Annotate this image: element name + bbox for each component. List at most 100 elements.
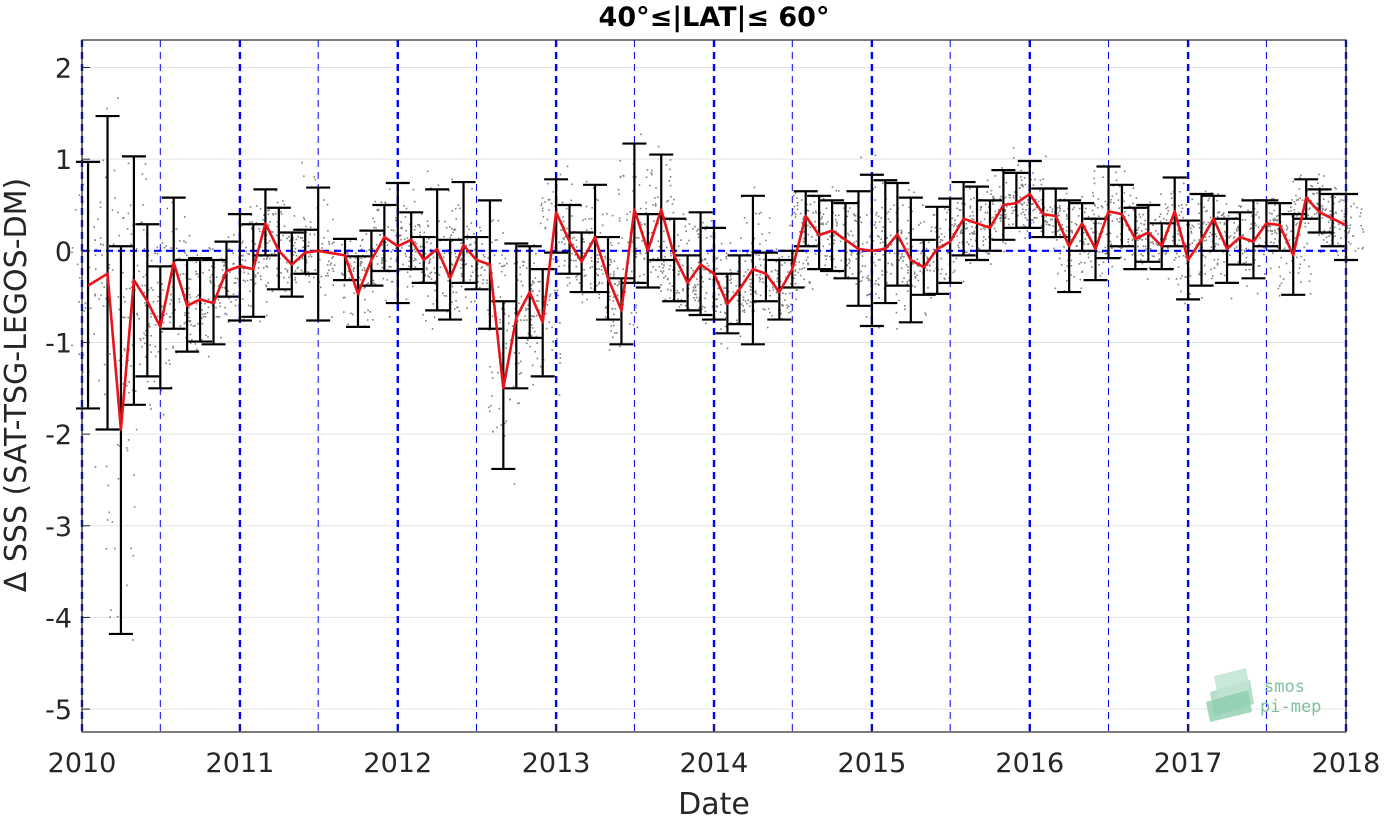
scatter-point [1022, 224, 1025, 226]
scatter-point [732, 291, 735, 293]
scatter-point [1066, 226, 1068, 228]
scatter-point [1285, 242, 1287, 244]
scatter-point [885, 271, 888, 274]
scatter-point [667, 199, 669, 202]
scatter-point [759, 273, 761, 276]
scatter-point [366, 319, 369, 321]
scatter-point [470, 237, 472, 239]
scatter-point [1070, 238, 1072, 241]
scatter-point [911, 210, 913, 213]
scatter-point [165, 348, 168, 350]
scatter-point [1205, 239, 1207, 241]
scatter-point [455, 218, 457, 220]
scatter-point [414, 241, 416, 243]
scatter-point [610, 325, 613, 327]
scatter-point [1035, 217, 1038, 219]
scatter-point [415, 242, 418, 245]
scatter-point [1321, 217, 1324, 219]
scatter-point [388, 265, 390, 268]
scatter-point [1253, 207, 1256, 210]
scatter-point [1150, 232, 1152, 234]
scatter-point [716, 298, 719, 300]
scatter-point [1065, 230, 1068, 232]
scatter-point [861, 243, 864, 245]
scatter-point [746, 302, 748, 305]
scatter-point [454, 308, 456, 310]
scatter-point [969, 205, 972, 207]
scatter-point [781, 255, 784, 258]
scatter-point [265, 258, 268, 260]
scatter-point [1297, 198, 1300, 201]
scatter-point [1059, 252, 1061, 255]
scatter-point [665, 164, 668, 166]
scatter-point [1078, 207, 1081, 210]
scatter-point [798, 261, 800, 263]
scatter-point [1335, 188, 1337, 190]
scatter-point [743, 309, 746, 311]
scatter-point [1104, 252, 1107, 255]
scatter-point [1318, 234, 1320, 236]
scatter-point [217, 285, 220, 287]
scatter-point [246, 279, 249, 282]
scatter-point [209, 280, 212, 283]
scatter-point [329, 264, 332, 266]
scatter-point [820, 222, 822, 225]
scatter-point [881, 270, 883, 272]
scatter-point [386, 268, 389, 271]
scatter-point [209, 248, 212, 250]
scatter-point [1269, 225, 1271, 228]
scatter-point [380, 259, 383, 262]
scatter-point [797, 271, 800, 274]
scatter-point [525, 342, 528, 345]
scatter-point [520, 295, 523, 298]
scatter-point [1312, 192, 1314, 195]
scatter-point [750, 251, 753, 253]
scatter-point [492, 430, 494, 433]
scatter-point [134, 390, 137, 392]
scatter-point [598, 283, 600, 285]
scatter-point [450, 263, 453, 265]
scatter-point [224, 312, 226, 315]
scatter-point [643, 257, 646, 260]
smos-pi-mep-logo: smos pi-mep [1206, 668, 1321, 722]
scatter-point [608, 298, 611, 301]
scatter-point [1233, 222, 1235, 224]
scatter-point [434, 280, 437, 282]
scatter-point [775, 292, 778, 294]
scatter-point [479, 286, 481, 289]
scatter-point [924, 267, 927, 269]
scatter-point [1247, 209, 1249, 212]
scatter-point [1084, 225, 1087, 228]
scatter-point [795, 260, 797, 263]
scatter-point [1182, 216, 1184, 219]
scatter-point [1118, 185, 1121, 188]
scatter-point [704, 297, 706, 300]
scatter-point [491, 315, 494, 317]
scatter-point [1295, 194, 1297, 197]
scatter-point [358, 276, 361, 279]
scatter-point [874, 264, 877, 267]
scatter-point [729, 269, 732, 271]
scatter-point [227, 236, 230, 238]
scatter-point [502, 232, 504, 234]
scatter-point [539, 222, 542, 225]
scatter-point [293, 215, 296, 217]
scatter-point [582, 238, 585, 240]
scatter-point [513, 262, 516, 265]
scatter-point [750, 286, 752, 289]
scatter-point [759, 280, 761, 283]
scatter-point [1172, 235, 1174, 238]
scatter-point [527, 339, 529, 342]
scatter-point [767, 307, 770, 310]
scatter-point [1249, 228, 1252, 230]
scatter-point [201, 322, 204, 325]
scatter-point [1233, 232, 1236, 234]
scatter-point [890, 263, 893, 265]
scatter-point [265, 284, 267, 287]
scatter-point [640, 221, 642, 224]
scatter-point [1214, 245, 1216, 248]
scatter-point [1198, 227, 1201, 229]
scatter-point [613, 271, 615, 273]
scatter-point [905, 264, 908, 266]
scatter-point [715, 258, 718, 260]
